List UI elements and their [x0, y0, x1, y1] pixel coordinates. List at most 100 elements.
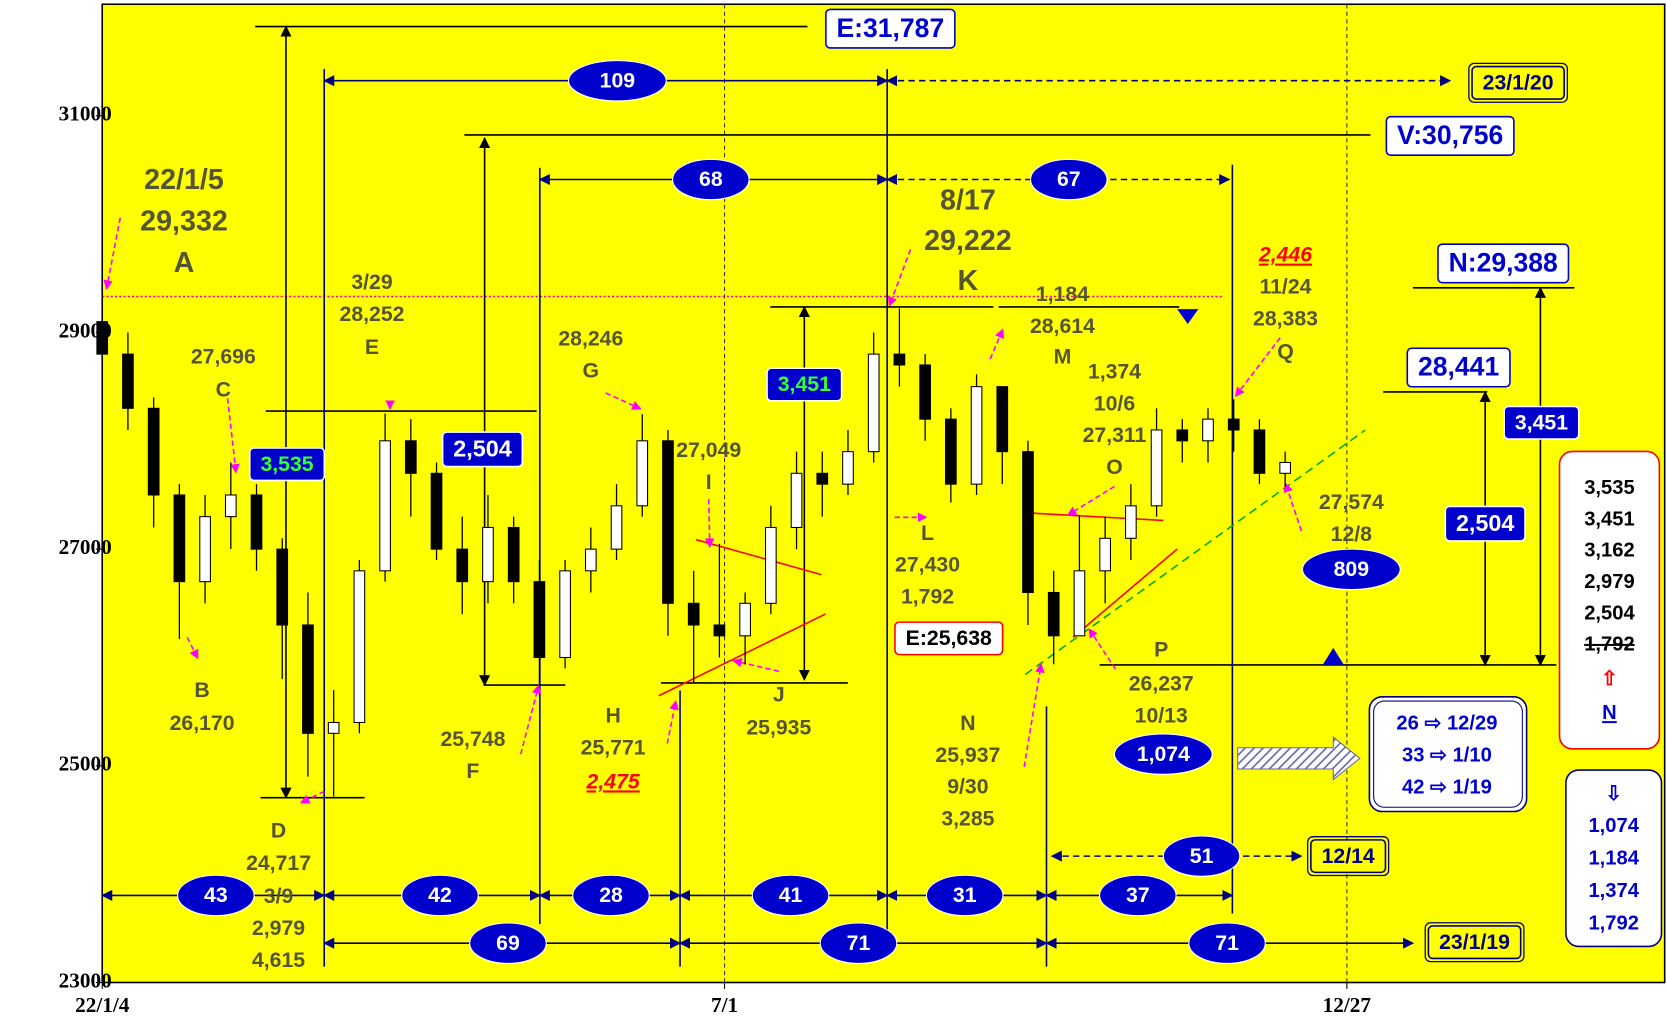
- count-ellipse: [567, 60, 667, 102]
- value-box: [1385, 115, 1515, 157]
- candle-body: [276, 548, 289, 626]
- x-tick-label: 22/1/4: [75, 993, 130, 1017]
- value-box: [1427, 925, 1522, 960]
- candle-body: [404, 440, 417, 474]
- value-box-label: 28,441: [1418, 352, 1499, 382]
- candle-body: [533, 581, 546, 659]
- annotation-label: 2,979: [252, 916, 305, 940]
- candle-body: [713, 624, 726, 637]
- candle-body: [199, 516, 211, 583]
- annotation-label: 4,615: [252, 948, 305, 972]
- candle-body: [96, 321, 109, 355]
- count-label: 69: [496, 931, 520, 955]
- range-box-label: 3,451: [778, 372, 831, 396]
- annotation-label: K: [958, 265, 979, 297]
- y-tick-label: 25000: [59, 752, 112, 776]
- candle-body: [764, 526, 777, 604]
- red-panel: [1558, 450, 1661, 750]
- annotation-label: 26,170: [170, 711, 235, 735]
- candle-body: [893, 353, 906, 366]
- value-box-label: 23/1/20: [1483, 71, 1554, 95]
- count-ellipse: [1099, 874, 1177, 917]
- right-panel-item: ⇩: [1605, 783, 1622, 805]
- mid-panel-inner: [1373, 700, 1523, 808]
- annotation-label: 25,937: [935, 743, 1000, 767]
- range-box: [766, 367, 843, 402]
- value-box-label: 23/1/19: [1439, 930, 1510, 954]
- candle-body: [430, 472, 443, 550]
- annotation-label: G: [583, 358, 600, 382]
- right-panel: [1565, 769, 1663, 948]
- candle-body: [867, 353, 880, 453]
- mid-panel-item: 26 ⇨ 12/29: [1396, 713, 1497, 735]
- marker-triangle: [1177, 309, 1199, 324]
- red-panel-item: 2,979: [1584, 571, 1634, 593]
- pointer-arrow: [299, 790, 325, 804]
- marker-triangle: [1322, 647, 1344, 665]
- candle-body: [1227, 418, 1240, 431]
- candle-body: [507, 526, 520, 583]
- plot-area: [101, 3, 1666, 984]
- x-tick-label: 12/27: [1323, 993, 1372, 1017]
- candle-body: [1073, 570, 1086, 637]
- count-ellipse: [819, 922, 898, 964]
- value-box: [1406, 347, 1511, 388]
- annotation-label: P: [1154, 638, 1168, 662]
- trend-line: [658, 613, 826, 697]
- pointer-arrow: [887, 249, 912, 307]
- candle-body: [816, 472, 829, 485]
- annotation-label: 3,285: [941, 807, 994, 831]
- annotation-label: 9/30: [947, 775, 988, 799]
- range-box-label: 2,504: [1456, 510, 1514, 536]
- value-box-label: N:29,388: [1449, 247, 1558, 277]
- candle-body: [919, 364, 931, 420]
- annotation-label: 29,332: [140, 206, 228, 238]
- annotation-label: L: [921, 521, 934, 545]
- annotation-label: 3/29: [351, 270, 393, 294]
- count-label: 51: [1190, 844, 1214, 868]
- annotation-label: A: [174, 247, 195, 279]
- mid-panel-item: 33 ⇨ 1/10: [1402, 745, 1492, 767]
- pointer-arrow: [1023, 662, 1045, 768]
- range-box-label: 3,451: [1515, 410, 1568, 434]
- count-label: 67: [1057, 167, 1081, 191]
- trend-line: [695, 538, 822, 576]
- pointer-arrow: [605, 392, 642, 410]
- count-label: 42: [428, 883, 452, 907]
- candle-body: [739, 602, 751, 637]
- count-ellipse: [1162, 835, 1241, 877]
- candle-body: [1022, 451, 1034, 594]
- annotation-label: 28,614: [1030, 314, 1095, 338]
- candle-body: [790, 472, 803, 529]
- annotation-label: 28,383: [1253, 306, 1318, 330]
- candle-body: [1176, 429, 1189, 442]
- candle-body: [173, 494, 186, 583]
- candle-body: [250, 494, 263, 550]
- hatched-arrow: [1237, 736, 1361, 781]
- pointer-arrow: [186, 636, 199, 660]
- pointer-arrow: [732, 657, 780, 673]
- value-box: [1310, 839, 1387, 874]
- range-box: [441, 431, 524, 468]
- candle-body: [559, 570, 571, 659]
- annotation-label: 1,374: [1088, 359, 1141, 383]
- red-panel-item: 3,162: [1584, 540, 1634, 562]
- pointer-arrow: [519, 684, 542, 755]
- count-label: 1,074: [1137, 742, 1190, 766]
- candle-body: [122, 353, 134, 409]
- count-ellipse: [1030, 158, 1108, 201]
- value-box-label: 12/14: [1322, 844, 1375, 868]
- annotation-label: 2,475: [586, 769, 641, 793]
- value-box: [894, 621, 1004, 656]
- red-panel-item: 2,504: [1584, 602, 1635, 624]
- right-panel-item: 1,074: [1588, 815, 1639, 837]
- value-box-outer: [1307, 836, 1390, 877]
- annotation-label: J: [773, 682, 785, 706]
- count-ellipse: [925, 874, 1004, 917]
- count-ellipse: [1188, 922, 1266, 964]
- candle-body: [662, 440, 674, 604]
- candle-body: [302, 624, 314, 734]
- pointer-arrow: [1234, 337, 1281, 397]
- annotation-label: 12/8: [1331, 522, 1373, 546]
